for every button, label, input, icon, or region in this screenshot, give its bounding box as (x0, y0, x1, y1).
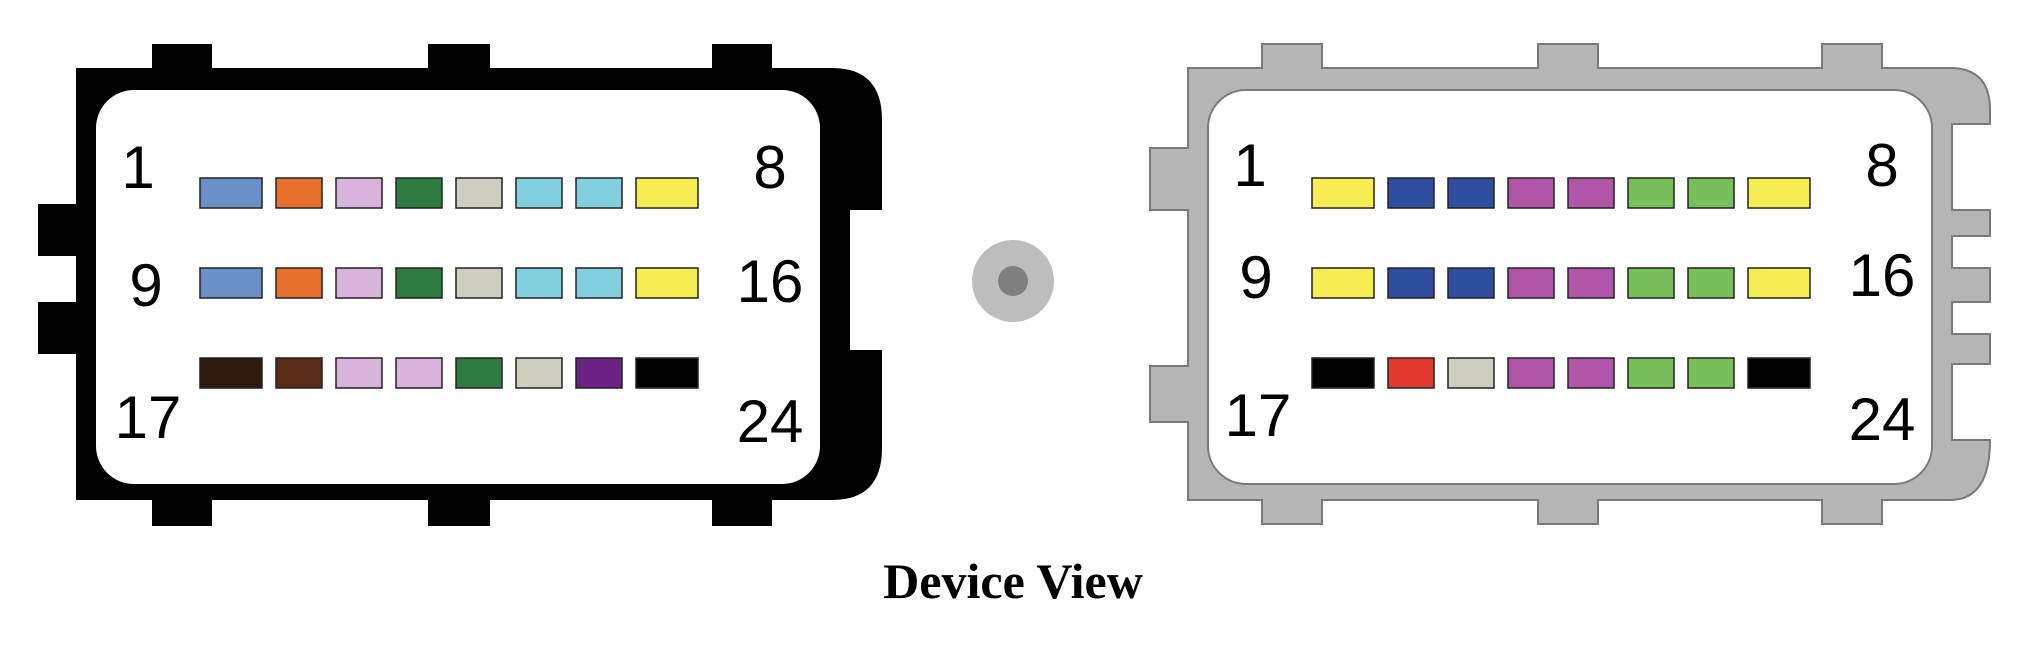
left-label-16: 16 (737, 248, 804, 315)
left-pin-22 (515, 357, 563, 389)
left-label-17: 17 (115, 384, 182, 451)
right-pin-9 (1311, 267, 1375, 299)
left-label-8: 8 (753, 134, 786, 201)
left-connector-pins (199, 177, 699, 389)
right-pin-22 (1627, 357, 1675, 389)
left-pin-5 (455, 177, 503, 209)
left-pin-4 (395, 177, 443, 209)
left-pin-9 (199, 267, 263, 299)
left-pin-1 (199, 177, 263, 209)
left-pin-20 (395, 357, 443, 389)
left-pin-17 (199, 357, 263, 389)
right-label-8: 8 (1865, 132, 1898, 199)
right-pin-12 (1507, 267, 1555, 299)
left-pin-2 (275, 177, 323, 209)
left-pin-16 (635, 267, 699, 299)
left-pin-14 (515, 267, 563, 299)
left-pin-10 (275, 267, 323, 299)
right-pin-7 (1687, 177, 1735, 209)
right-pin-8 (1747, 177, 1811, 209)
right-pin-16 (1747, 267, 1811, 299)
left-pin-13 (455, 267, 503, 299)
right-connector: 1 8 9 16 17 24 (1149, 43, 1992, 525)
right-pin-11 (1447, 267, 1495, 299)
right-label-24: 24 (1849, 386, 1916, 453)
center-dot-icon (972, 240, 1054, 322)
left-pin-23 (575, 357, 623, 389)
right-pin-10 (1387, 267, 1435, 299)
right-label-17: 17 (1225, 382, 1292, 449)
right-connector-pins (1311, 177, 1811, 389)
left-pin-7 (575, 177, 623, 209)
right-label-9: 9 (1239, 244, 1272, 311)
right-pin-17 (1311, 357, 1375, 389)
left-pin-24 (635, 357, 699, 389)
right-pin-3 (1447, 177, 1495, 209)
left-pin-21 (455, 357, 503, 389)
left-pin-6 (515, 177, 563, 209)
left-pin-15 (575, 267, 623, 299)
left-pin-11 (335, 267, 383, 299)
right-pin-19 (1447, 357, 1495, 389)
right-label-1: 1 (1233, 132, 1266, 199)
right-pin-13 (1567, 267, 1615, 299)
right-pin-24 (1747, 357, 1811, 389)
right-pin-4 (1507, 177, 1555, 209)
right-label-16: 16 (1849, 242, 1916, 309)
left-pin-3 (335, 177, 383, 209)
right-pin-5 (1567, 177, 1615, 209)
diagram-caption: Device View (883, 553, 1143, 609)
left-label-1: 1 (121, 134, 154, 201)
left-connector: 1 8 9 16 17 24 (38, 44, 882, 526)
right-pin-15 (1687, 267, 1735, 299)
left-pin-12 (395, 267, 443, 299)
left-pin-labels: 1 8 9 16 17 24 (115, 134, 804, 455)
left-pin-19 (335, 357, 383, 389)
right-pin-1 (1311, 177, 1375, 209)
left-pin-8 (635, 177, 699, 209)
left-pin-18 (275, 357, 323, 389)
left-label-9: 9 (129, 252, 162, 319)
right-pin-18 (1387, 357, 1435, 389)
right-pin-23 (1687, 357, 1735, 389)
right-pin-labels: 1 8 9 16 17 24 (1225, 132, 1916, 453)
left-label-24: 24 (737, 388, 804, 455)
right-pin-14 (1627, 267, 1675, 299)
right-pin-20 (1507, 357, 1555, 389)
right-pin-6 (1627, 177, 1675, 209)
right-pin-21 (1567, 357, 1615, 389)
right-pin-2 (1387, 177, 1435, 209)
